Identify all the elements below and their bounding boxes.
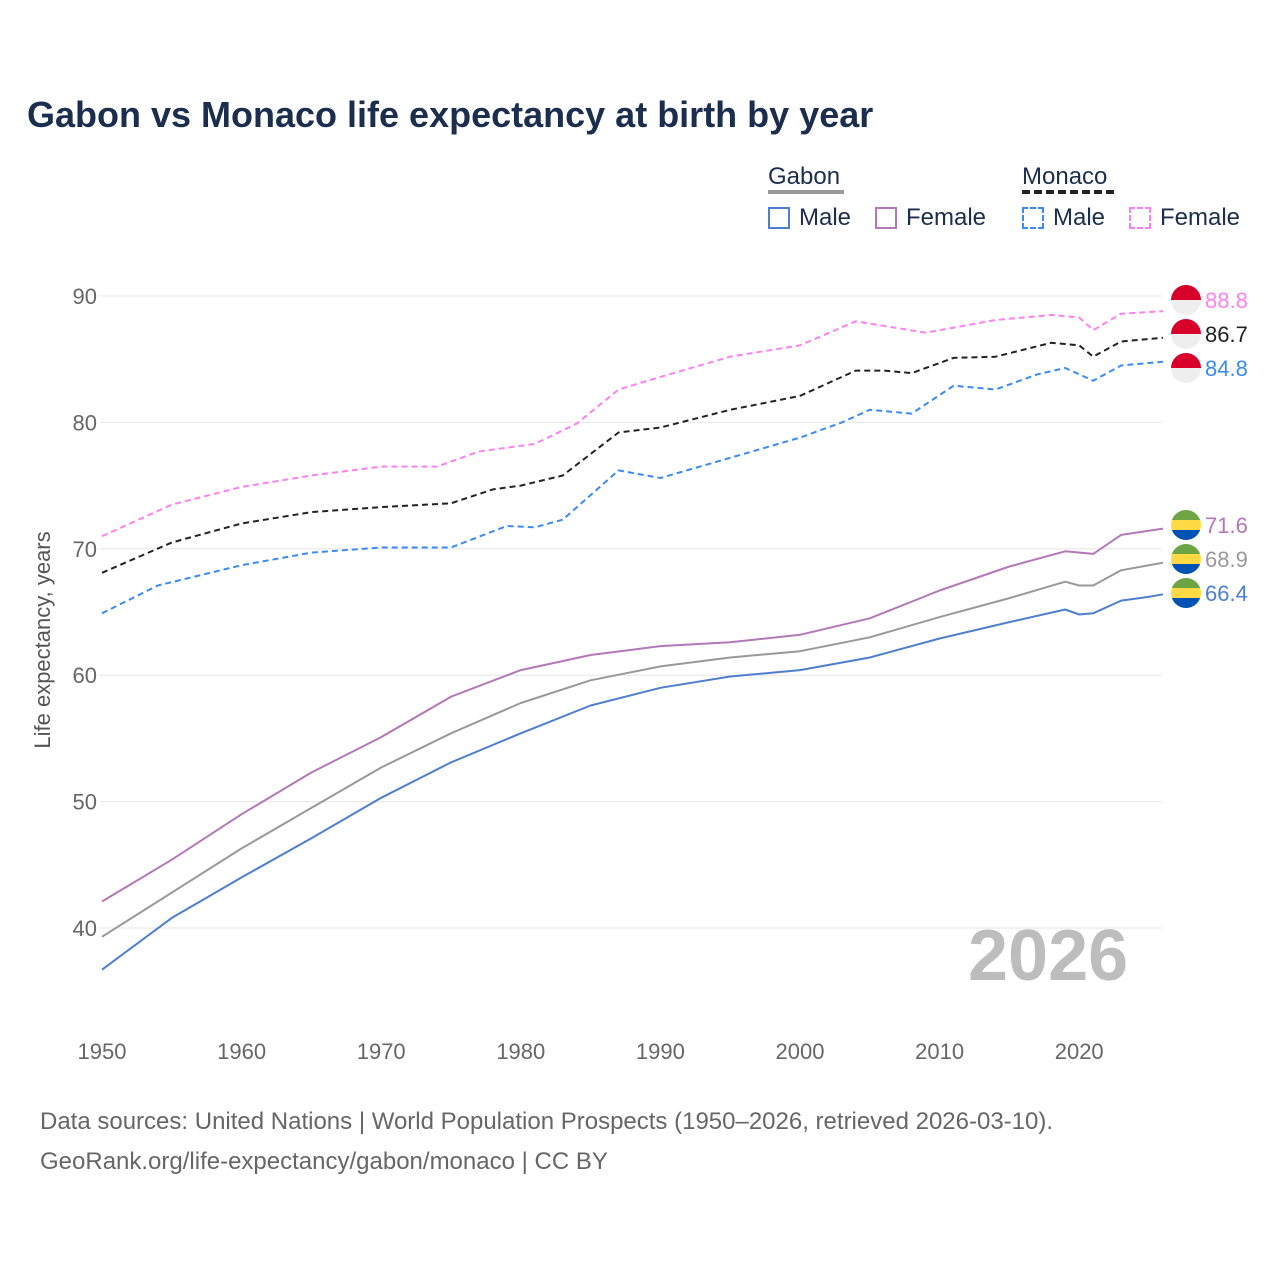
monaco-flag-icon — [1171, 285, 1201, 315]
x-tick-label: 2020 — [1055, 1039, 1104, 1064]
x-tick-label: 2000 — [776, 1039, 825, 1064]
end-value-label: 88.8 — [1205, 288, 1248, 313]
gabon-flag-icon — [1171, 510, 1201, 540]
gabon-flag-icon — [1171, 578, 1201, 608]
y-tick-label: 80 — [73, 410, 97, 435]
monaco-flag-icon — [1171, 353, 1201, 383]
source-line-1: Data sources: United Nations | World Pop… — [40, 1108, 1054, 1135]
end-value-label: 86.7 — [1205, 322, 1248, 347]
legend-group-monaco: Monaco — [1022, 163, 1108, 190]
legend-gabon-male-label[interactable]: Male — [799, 204, 852, 231]
x-tick-label: 2010 — [915, 1039, 964, 1064]
legend-gabon-female-swatch[interactable] — [875, 207, 897, 229]
monaco-flag-icon — [1171, 319, 1201, 349]
y-tick-label: 40 — [73, 916, 97, 941]
year-watermark: 2026 — [968, 916, 1129, 996]
end-value-label: 68.9 — [1205, 547, 1248, 572]
x-tick-label: 1950 — [78, 1039, 127, 1064]
legend-monaco-male-swatch[interactable] — [1022, 207, 1044, 229]
series-line-gabon-female — [101, 527, 1164, 903]
legend-monaco-female-swatch[interactable] — [1129, 207, 1151, 229]
legend-monaco-line — [1022, 190, 1114, 194]
end-value-label: 71.6 — [1205, 513, 1248, 538]
series-line-monaco-female — [101, 310, 1164, 538]
legend-gabon-male-swatch[interactable] — [768, 207, 790, 229]
legend-monaco-male-label[interactable]: Male — [1053, 204, 1106, 231]
chart-title: Gabon vs Monaco life expectancy at birth… — [27, 94, 874, 135]
x-tick-label: 1980 — [496, 1039, 545, 1064]
legend-monaco-female-label[interactable]: Female — [1160, 204, 1241, 231]
end-value-label: 66.4 — [1205, 581, 1248, 606]
x-tick-label: 1990 — [636, 1039, 685, 1064]
gabon-flag-icon — [1171, 544, 1201, 574]
end-value-label: 84.8 — [1205, 356, 1248, 381]
source-line-2[interactable]: GeoRank.org/life-expectancy/gabon/monaco… — [40, 1148, 608, 1175]
y-axis-label: Life expectancy, years — [30, 531, 55, 748]
series-line-monaco — [101, 336, 1164, 574]
legend-gabon-line — [768, 190, 844, 194]
y-tick-label: 60 — [73, 663, 97, 688]
y-tick-label: 70 — [73, 537, 97, 562]
series-line-monaco-male — [101, 360, 1164, 615]
x-tick-label: 1970 — [357, 1039, 406, 1064]
series-line-gabon — [101, 561, 1164, 938]
y-tick-label: 50 — [73, 790, 97, 815]
series-line-gabon-male — [101, 593, 1164, 971]
legend-group-gabon: Gabon — [768, 163, 841, 190]
x-tick-label: 1960 — [217, 1039, 266, 1064]
y-tick-label: 90 — [73, 284, 97, 309]
legend-gabon-female-label[interactable]: Female — [906, 204, 987, 231]
